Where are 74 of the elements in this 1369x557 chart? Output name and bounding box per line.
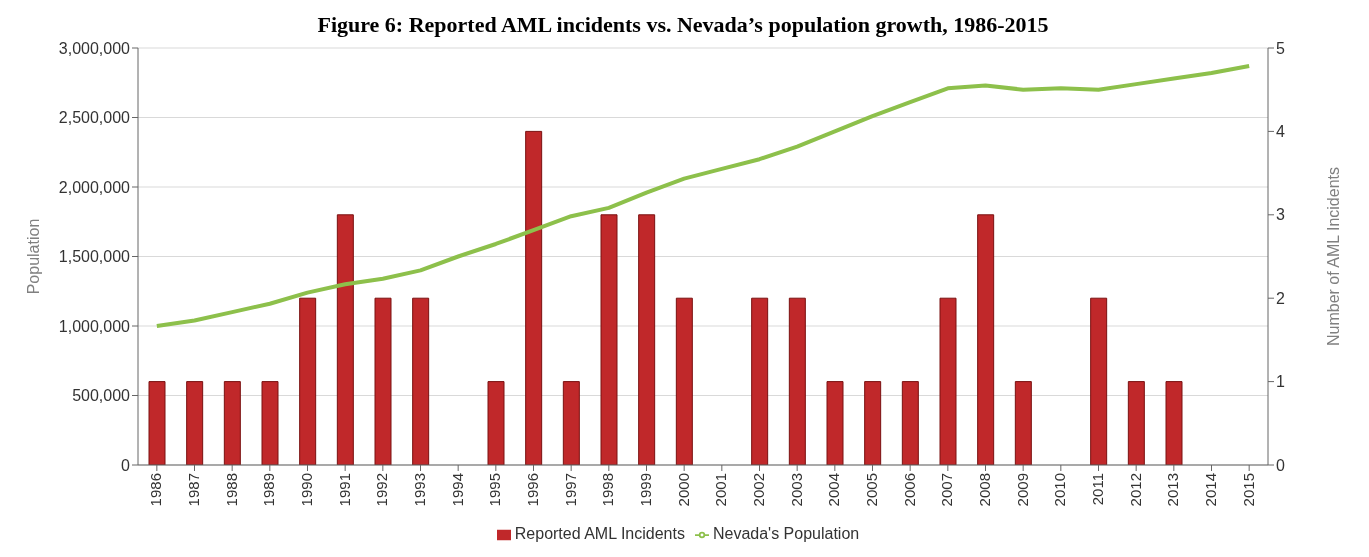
- bar: [826, 381, 844, 465]
- bar: [1127, 381, 1145, 465]
- y2-tick-label: 2: [1276, 289, 1285, 307]
- bar: [374, 297, 392, 465]
- y-tick-label: 2,000,000: [58, 178, 131, 196]
- x-tick-label: 1995: [486, 473, 504, 507]
- legend-label: Nevada's Population: [712, 525, 860, 542]
- y2-tick-label: 0: [1276, 456, 1285, 474]
- bar: [977, 214, 995, 465]
- x-tick-label: 1989: [260, 473, 278, 507]
- x-tick-label: 1991: [335, 473, 353, 507]
- x-tick-label: 1986: [147, 473, 165, 507]
- y-tick-label: 500,000: [72, 387, 131, 405]
- bar: [1090, 297, 1108, 465]
- x-tick-label: 2008: [976, 473, 994, 507]
- x-tick-label: 2006: [900, 473, 918, 507]
- bar: [261, 381, 279, 465]
- bar: [562, 381, 580, 465]
- x-tick-label: 2004: [825, 473, 843, 507]
- x-tick-label: 1997: [561, 473, 579, 507]
- bar: [487, 381, 505, 465]
- x-tick-label: 2002: [750, 473, 768, 507]
- y2-axis-title: Number of AML Incidents: [1324, 166, 1342, 347]
- bar: [788, 297, 806, 465]
- chart-title: Figure 6: Reported AML incidents vs. Nevada’s population growth, 1986-2015: [316, 12, 1050, 38]
- bar: [1165, 381, 1183, 465]
- x-tick-label: 2013: [1164, 473, 1182, 507]
- x-tick-label: 2010: [1051, 473, 1069, 507]
- y-tick-label: 0: [121, 456, 131, 474]
- x-tick-label: 2007: [938, 473, 956, 507]
- y-tick-label: 3,000,000: [58, 39, 131, 57]
- x-tick-label: 1998: [599, 473, 617, 507]
- x-tick-label: 2009: [1013, 473, 1031, 507]
- x-tick-label: 1987: [185, 473, 203, 507]
- y2-tick-label: 3: [1276, 206, 1285, 224]
- x-tick-label: 2001: [712, 473, 730, 507]
- bar: [675, 297, 693, 465]
- x-tick-label: 2012: [1126, 473, 1144, 507]
- y2-tick-label: 4: [1276, 123, 1285, 141]
- bar: [336, 214, 354, 465]
- y2-tick-label: 1: [1276, 373, 1285, 391]
- bar: [223, 381, 241, 465]
- x-tick-label: 2014: [1202, 473, 1220, 507]
- x-tick-label: 1992: [373, 473, 391, 507]
- x-tick-label: 2000: [674, 473, 692, 507]
- line-series: [154, 64, 1252, 328]
- y-tick-label: 2,500,000: [58, 109, 131, 127]
- y2-tick-label: 5: [1276, 39, 1285, 57]
- bar: [148, 381, 166, 465]
- x-tick-label: 1999: [637, 473, 655, 507]
- y-axis-title: Population: [24, 218, 42, 295]
- bar: [186, 381, 204, 465]
- bar: [1014, 381, 1032, 465]
- bar: [751, 297, 769, 465]
- x-tick-label: 2011: [1089, 473, 1107, 506]
- bar: [412, 297, 430, 465]
- bar: [525, 130, 543, 465]
- bar: [901, 381, 919, 465]
- legend-label: Reported AML Incidents: [514, 525, 685, 542]
- x-tick-label: 1994: [448, 473, 466, 507]
- y-tick-label: 1,000,000: [58, 317, 131, 335]
- x-tick-label: 2015: [1239, 473, 1257, 507]
- bar: [864, 381, 882, 465]
- bar: [299, 297, 317, 465]
- x-tick-label: 1988: [222, 473, 240, 507]
- x-tick-label: 1990: [298, 473, 316, 507]
- x-tick-label: 1993: [411, 473, 429, 507]
- bar: [600, 214, 618, 465]
- y-tick-label: 1,500,000: [58, 248, 131, 266]
- x-tick-label: 2005: [863, 473, 881, 507]
- bar: [939, 297, 957, 465]
- x-tick-label: 2003: [787, 473, 805, 507]
- x-tick-label: 1996: [524, 473, 542, 507]
- bar: [638, 214, 656, 465]
